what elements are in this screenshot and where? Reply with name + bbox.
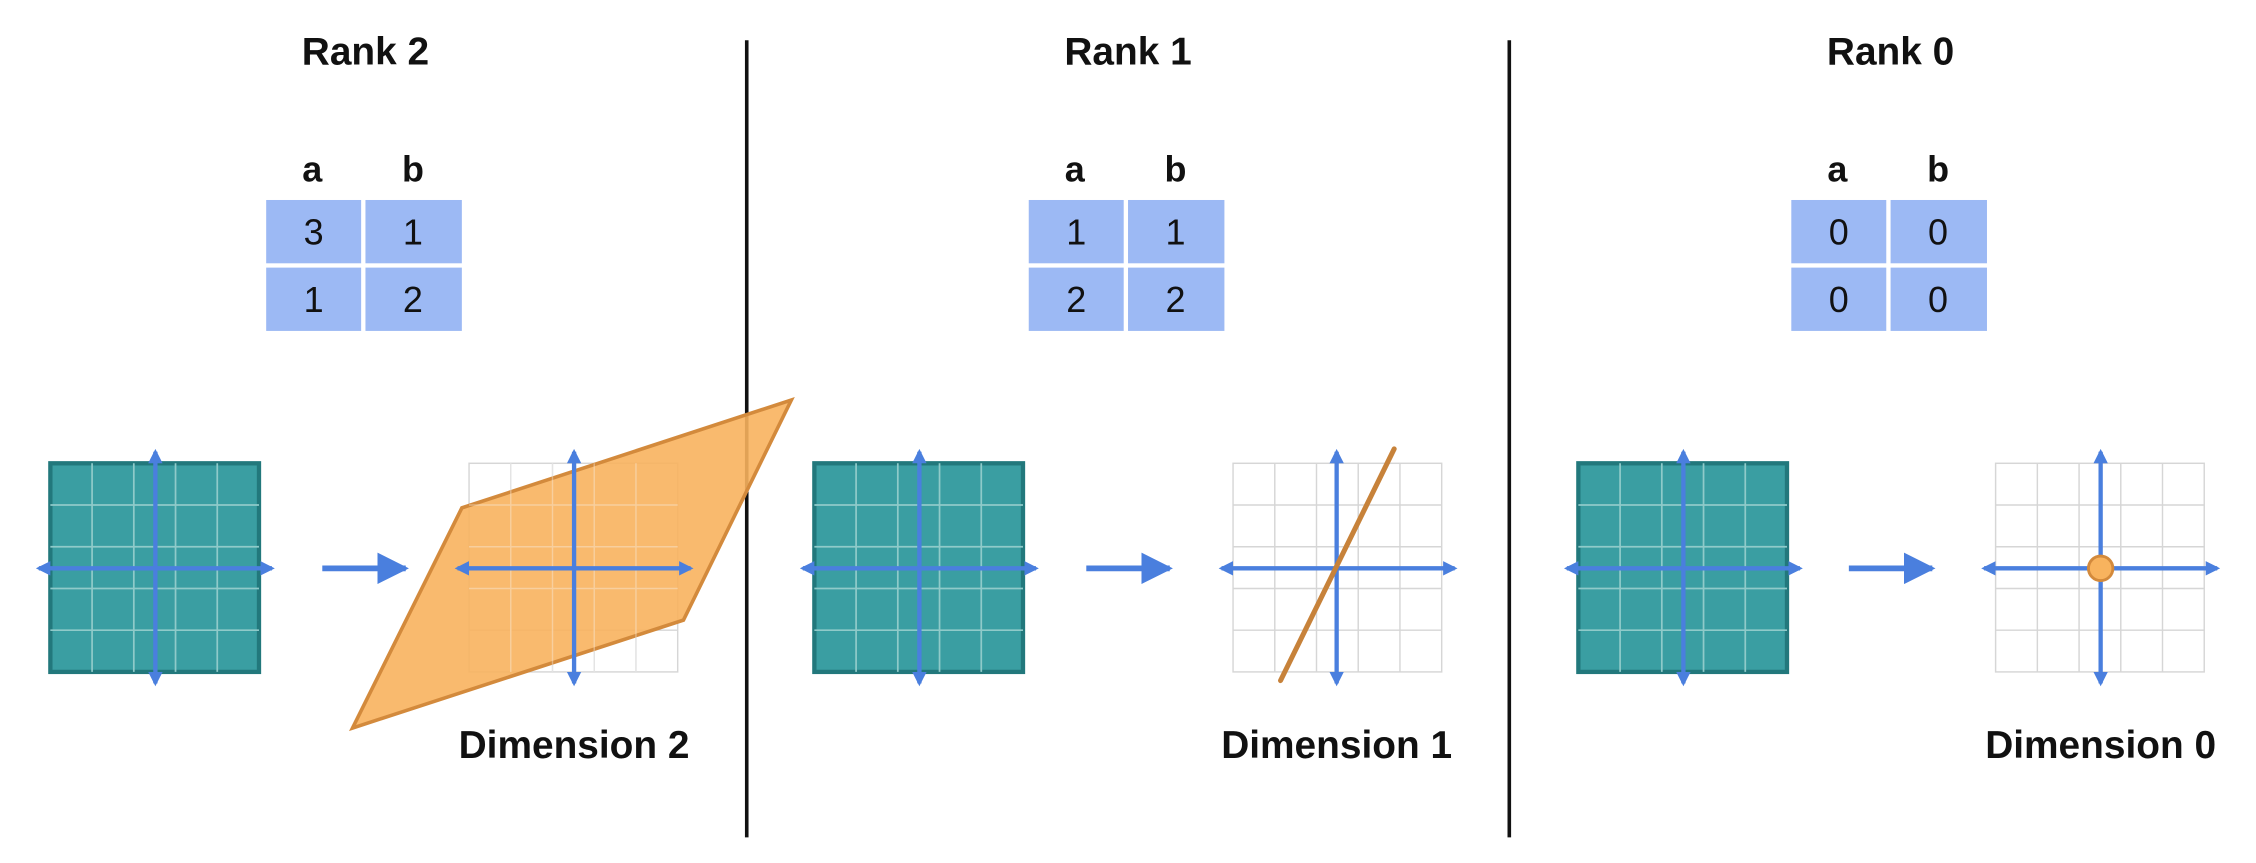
matrix-value: 0 bbox=[1829, 212, 1849, 253]
matrix-value: 2 bbox=[1066, 279, 1086, 320]
matrix-cell bbox=[1128, 267, 1225, 331]
matrix-header: b bbox=[402, 148, 424, 189]
matrix-table: a b 3 1 1 2 bbox=[266, 148, 462, 331]
output-plane bbox=[348, 396, 795, 732]
input-square bbox=[35, 448, 275, 687]
matrix-cell bbox=[1890, 199, 1987, 264]
matrix-cell bbox=[1028, 267, 1124, 331]
panel-rank-1: Rank 1 a b 1 1 2 2 bbox=[799, 31, 1458, 767]
matrix-value: 0 bbox=[1829, 279, 1849, 320]
matrix-header: a bbox=[1065, 148, 1086, 189]
matrix-value: 1 bbox=[304, 279, 324, 320]
matrix-value: 1 bbox=[403, 212, 423, 253]
rank-title: Rank 2 bbox=[302, 31, 429, 74]
matrix-table: a b 0 0 0 0 bbox=[1791, 148, 1987, 331]
matrix-header: b bbox=[1927, 148, 1949, 189]
matrix-cell bbox=[1791, 267, 1887, 331]
input-square bbox=[1563, 448, 1803, 687]
matrix-cell bbox=[365, 267, 462, 331]
matrix-value: 1 bbox=[1165, 212, 1185, 253]
input-square bbox=[799, 448, 1039, 687]
transformed-line bbox=[1278, 446, 1397, 684]
matrix-table: a b 1 1 2 2 bbox=[1028, 148, 1225, 331]
panel-rank-0: Rank 0 a b 0 0 0 0 bbox=[1563, 31, 2221, 767]
dimension-label: Dimension 2 bbox=[459, 724, 690, 767]
panel-rank-2: Rank 2 a b 3 1 1 2 bbox=[35, 31, 795, 767]
rank-title: Rank 0 bbox=[1827, 31, 1954, 74]
matrix-cell bbox=[1890, 267, 1987, 331]
matrix-header: b bbox=[1165, 148, 1187, 189]
matrix-cell bbox=[266, 267, 362, 331]
matrix-value: 2 bbox=[1165, 279, 1185, 320]
matrix-value: 1 bbox=[1066, 212, 1086, 253]
dimension-label: Dimension 1 bbox=[1221, 724, 1452, 767]
rank-title: Rank 1 bbox=[1064, 31, 1191, 74]
matrix-value: 0 bbox=[1928, 212, 1948, 253]
matrix-cell bbox=[365, 199, 462, 264]
matrix-cell bbox=[1791, 199, 1887, 264]
dimension-label: Dimension 0 bbox=[1985, 724, 2216, 767]
matrix-cell bbox=[1128, 199, 1225, 264]
matrix-value: 2 bbox=[403, 279, 423, 320]
output-line bbox=[1218, 446, 1458, 687]
matrix-value: 3 bbox=[304, 212, 324, 253]
matrix-header: a bbox=[302, 148, 323, 189]
matrix-cell bbox=[1028, 199, 1124, 264]
matrix-cell bbox=[266, 199, 362, 264]
transformed-point bbox=[2086, 554, 2115, 582]
matrix-header: a bbox=[1827, 148, 1848, 189]
matrix-value: 0 bbox=[1928, 279, 1948, 320]
output-point bbox=[1981, 448, 2221, 687]
